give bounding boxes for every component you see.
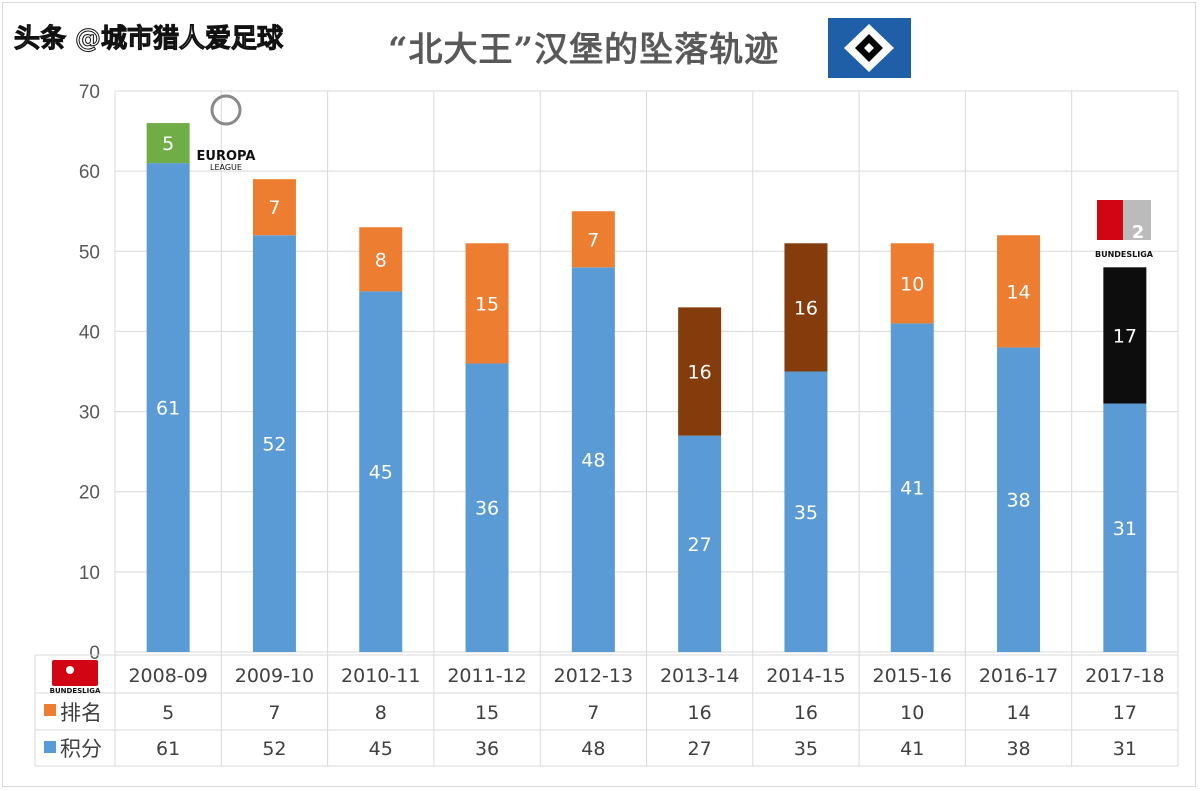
data-label-rank: 16 bbox=[688, 362, 712, 384]
bar-rank bbox=[1103, 267, 1147, 404]
table-points-cell: 27 bbox=[688, 738, 712, 760]
table-rank-cell: 8 bbox=[375, 702, 387, 724]
data-label-rank: 8 bbox=[375, 249, 387, 271]
x-category-label: 2010-11 bbox=[341, 665, 420, 687]
x-category-label: 2017-18 bbox=[1085, 665, 1164, 687]
bundesliga2-icon bbox=[1123, 200, 1151, 240]
data-label-rank: 10 bbox=[900, 273, 924, 295]
data-label-points: 36 bbox=[475, 498, 499, 520]
data-label-rank: 5 bbox=[162, 133, 174, 155]
y-tick-label: 0 bbox=[89, 643, 100, 664]
y-tick-label: 20 bbox=[79, 483, 100, 504]
table-rank-cell: 14 bbox=[1006, 702, 1030, 724]
chart-title: “北大王”汉堡的坠落轨迹 bbox=[388, 30, 780, 70]
x-category-label: 2013-14 bbox=[660, 665, 739, 687]
bar-rank bbox=[146, 123, 190, 164]
bar-points bbox=[571, 267, 615, 652]
table-points-cell: 31 bbox=[1113, 738, 1137, 760]
table-rank-cell: 5 bbox=[162, 702, 174, 724]
x-category-label: 2011-12 bbox=[447, 665, 526, 687]
bar-rank bbox=[890, 243, 934, 324]
bundesliga-icon: BUNDESLIGA bbox=[50, 687, 101, 695]
y-tick-label: 30 bbox=[79, 403, 100, 424]
watermark: 头条 @城市猎人爱足球 bbox=[13, 24, 284, 55]
table-rank-cell: 15 bbox=[475, 702, 499, 724]
bar-points bbox=[678, 435, 722, 652]
data-label-points: 45 bbox=[369, 462, 393, 484]
table-points-cell: 35 bbox=[794, 738, 818, 760]
hsv-logo-icon bbox=[864, 43, 874, 53]
y-tick-label: 50 bbox=[79, 242, 100, 263]
x-category-label: 2008-09 bbox=[128, 665, 207, 687]
table-points-cell: 52 bbox=[262, 738, 286, 760]
data-label-points: 61 bbox=[156, 398, 180, 420]
bar-rank bbox=[252, 179, 296, 236]
x-category-label: 2016-17 bbox=[979, 665, 1058, 687]
data-label-points: 27 bbox=[688, 534, 712, 556]
table-points-cell: 61 bbox=[156, 738, 180, 760]
bar-rank bbox=[359, 227, 403, 292]
data-label-rank: 7 bbox=[268, 197, 280, 219]
data-label-points: 52 bbox=[262, 434, 286, 456]
bar-points bbox=[359, 291, 403, 652]
table-rank-cell: 7 bbox=[587, 702, 599, 724]
table-rank-cell: 7 bbox=[268, 702, 280, 724]
x-category-label: 2014-15 bbox=[766, 665, 845, 687]
bar-rank bbox=[465, 243, 509, 364]
europa-league-icon: EUROPA bbox=[197, 149, 256, 164]
europa-league-icon bbox=[210, 94, 242, 126]
bar-rank bbox=[784, 243, 828, 372]
data-label-points: 31 bbox=[1113, 518, 1137, 540]
data-label-points: 38 bbox=[1006, 490, 1030, 512]
y-tick-label: 10 bbox=[79, 563, 100, 584]
legend-points-label: 积分 bbox=[60, 737, 102, 761]
bundesliga-icon bbox=[52, 660, 98, 686]
data-label-points: 41 bbox=[900, 478, 924, 500]
x-category-label: 2009-10 bbox=[235, 665, 314, 687]
data-label-points: 48 bbox=[581, 450, 605, 472]
bar-points bbox=[252, 235, 296, 652]
data-label-rank: 14 bbox=[1006, 281, 1030, 303]
bar-points bbox=[1103, 403, 1147, 652]
data-label-rank: 16 bbox=[794, 297, 818, 319]
bar-points bbox=[784, 371, 828, 652]
table-rank-cell: 10 bbox=[900, 702, 924, 724]
table-points-cell: 36 bbox=[475, 738, 499, 760]
data-label-rank: 15 bbox=[475, 293, 499, 315]
table-rank-cell: 17 bbox=[1113, 702, 1137, 724]
bar-points bbox=[146, 163, 190, 652]
legend-points-key bbox=[44, 741, 56, 753]
bundesliga2-icon: BUNDESLIGA bbox=[1095, 250, 1154, 259]
table-points-cell: 45 bbox=[369, 738, 393, 760]
bar-rank bbox=[571, 211, 615, 268]
table-points-cell: 38 bbox=[1006, 738, 1030, 760]
bar-rank bbox=[678, 307, 722, 436]
table-rank-cell: 16 bbox=[794, 702, 818, 724]
bar-points bbox=[890, 323, 934, 652]
bar-points bbox=[465, 363, 509, 652]
y-tick-label: 40 bbox=[79, 322, 100, 343]
bundesliga-icon bbox=[66, 666, 74, 674]
x-category-label: 2012-13 bbox=[554, 665, 633, 687]
y-tick-label: 70 bbox=[79, 82, 100, 103]
legend-rank-label: 排名 bbox=[60, 701, 102, 725]
table-points-cell: 48 bbox=[581, 738, 605, 760]
bar-rank bbox=[997, 235, 1041, 348]
data-label-points: 35 bbox=[794, 502, 818, 524]
table-rank-cell: 16 bbox=[688, 702, 712, 724]
y-tick-label: 60 bbox=[79, 162, 100, 183]
x-category-label: 2015-16 bbox=[873, 665, 952, 687]
data-label-rank: 17 bbox=[1113, 325, 1137, 347]
bundesliga2-icon bbox=[1097, 200, 1123, 240]
bar-points bbox=[997, 347, 1041, 652]
legend-rank-key bbox=[44, 704, 56, 716]
europa-league-icon: LEAGUE bbox=[210, 163, 242, 172]
bundesliga2-icon: 2 bbox=[1132, 222, 1145, 243]
data-label-rank: 7 bbox=[587, 229, 599, 251]
table-points-cell: 41 bbox=[900, 738, 924, 760]
